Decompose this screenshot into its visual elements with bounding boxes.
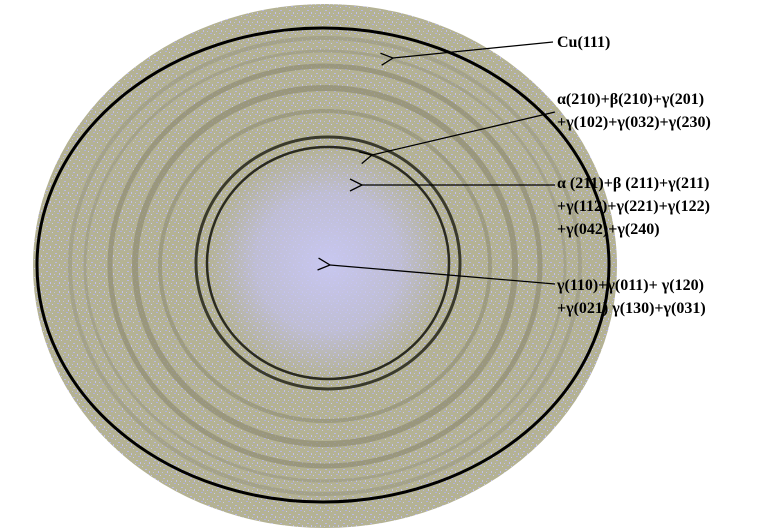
label-line: α(210)+β(210)+γ(201) bbox=[557, 91, 704, 108]
label-line: +γ(021) γ(130)+γ(031) bbox=[557, 300, 706, 317]
figure: Cu(111) α(210)+β(210)+γ(201) +γ(102)+γ(032… bbox=[0, 0, 779, 529]
diffraction-pattern bbox=[33, 4, 617, 528]
center-glow bbox=[208, 148, 448, 378]
label-line: +γ(042)+γ(240) bbox=[557, 221, 660, 238]
label-line: +γ(102)+γ(032)+γ(230) bbox=[557, 114, 711, 131]
label-line: α (211)+β (211)+γ(211) bbox=[557, 175, 709, 192]
page: Cu(111) α(210)+β(210)+γ(201) +γ(102)+γ(032… bbox=[0, 0, 779, 529]
label-line: γ(110)+γ(011)+ γ(120) bbox=[556, 277, 704, 294]
label-line: +γ(112)+γ(221)+γ(122) bbox=[557, 198, 710, 215]
label-line: Cu(111) bbox=[557, 34, 610, 51]
